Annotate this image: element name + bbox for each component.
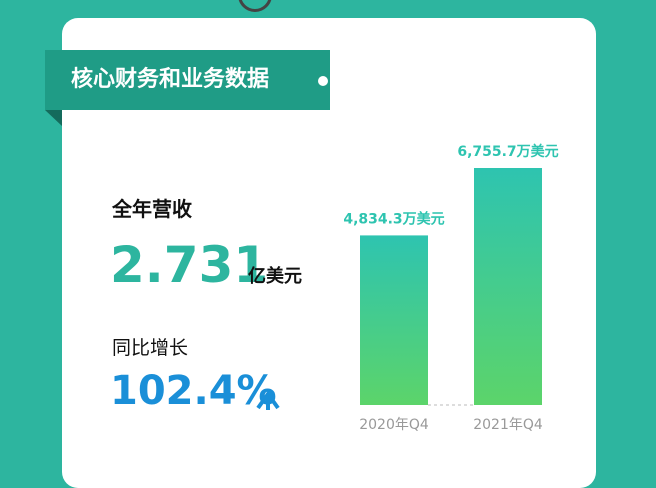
x-tick-label: 2021年Q4: [473, 417, 543, 433]
revenue-label: 全年营收: [112, 197, 192, 221]
header-title: 核心财务和业务数据: [45, 50, 330, 110]
chart: 4,834.3万美元 2020年Q4 6,755.7万美元 2021年Q4: [256, 143, 559, 433]
ribbon-dot: [318, 76, 328, 86]
revenue-unit: 亿美元: [248, 266, 302, 287]
value-label: 4,834.3万美元: [343, 210, 444, 227]
x-tick-label: 2020年Q4: [359, 417, 429, 433]
bar: [360, 235, 428, 405]
growth-value: 102.4%: [110, 368, 277, 414]
value-label: 6,755.7万美元: [457, 143, 558, 160]
growth-label: 同比增长: [112, 337, 189, 359]
revenue-value: 2.731: [110, 236, 269, 294]
up-arrow: [256, 390, 280, 410]
bar: [474, 168, 542, 405]
ribbon-fold: [45, 110, 62, 126]
page: 核心财务和业务数据 全年营收 2.731 亿美元 同比增长 102.4% 4,8…: [45, 0, 596, 488]
